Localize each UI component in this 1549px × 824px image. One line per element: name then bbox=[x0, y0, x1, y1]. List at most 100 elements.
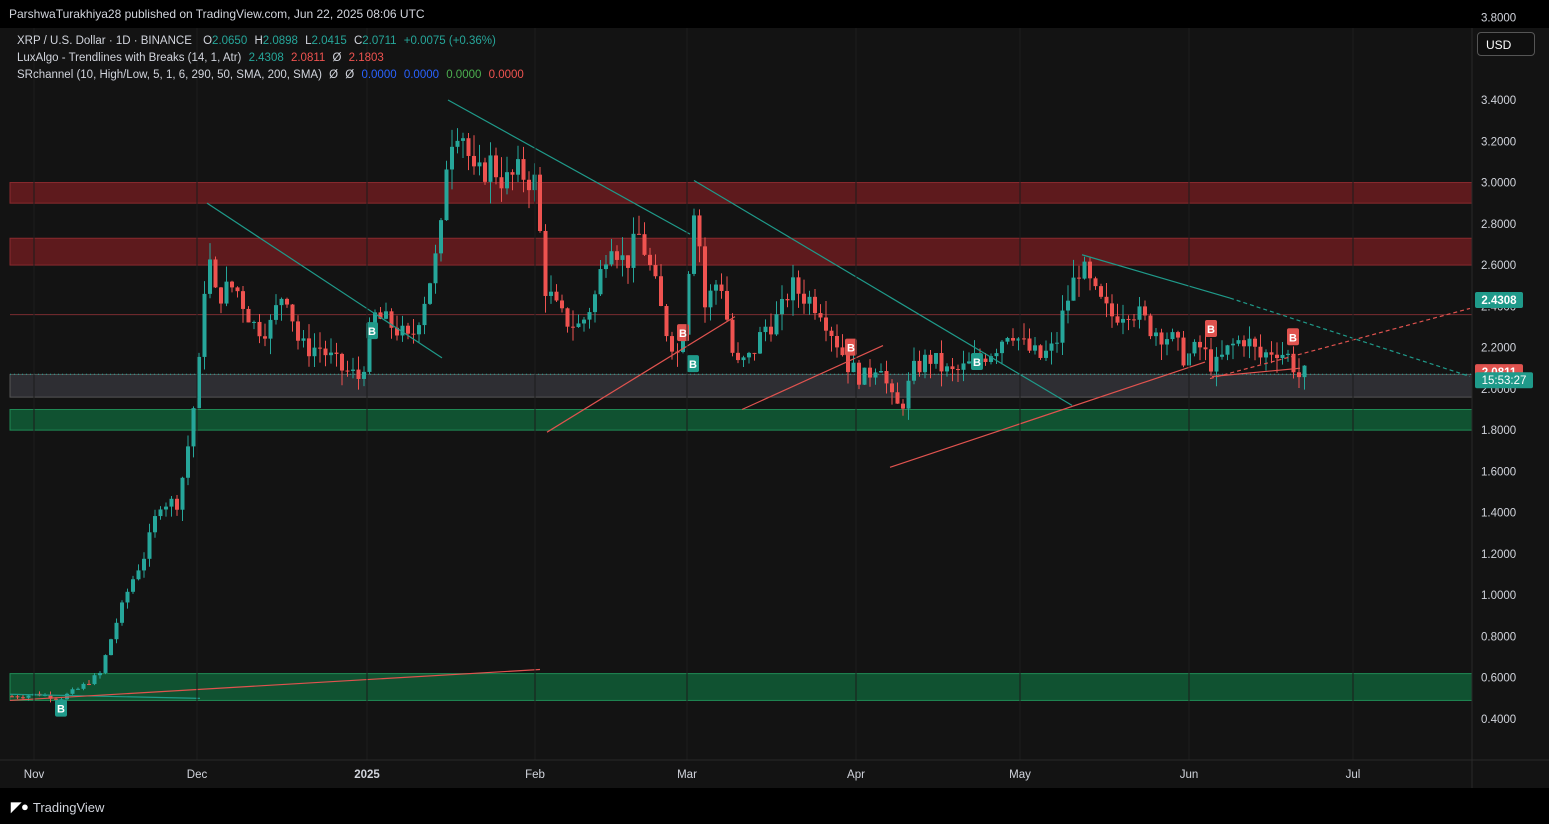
candle-body bbox=[1181, 337, 1186, 366]
candle-body bbox=[180, 477, 185, 510]
candle-body bbox=[301, 338, 306, 341]
candle-body bbox=[824, 317, 828, 331]
candle-body bbox=[1291, 353, 1296, 373]
break-label-badge bbox=[55, 699, 67, 717]
candle-body bbox=[653, 265, 658, 277]
candle-body bbox=[461, 138, 465, 141]
trendline-up-projected bbox=[1209, 307, 1471, 380]
candle-body bbox=[857, 362, 861, 385]
candle-body bbox=[1082, 261, 1087, 279]
candle-body bbox=[1214, 356, 1219, 372]
candle-body bbox=[983, 358, 988, 362]
candle-body bbox=[136, 570, 141, 580]
candle-body bbox=[1071, 277, 1076, 301]
candle-body bbox=[92, 675, 97, 685]
candle-body bbox=[659, 276, 663, 307]
candle-body bbox=[428, 283, 432, 304]
tradingview-logo[interactable]: ◤● TradingView bbox=[11, 799, 104, 815]
candle-body bbox=[417, 325, 421, 335]
candle-body bbox=[389, 311, 394, 328]
candle-body bbox=[345, 370, 350, 372]
trendline-down bbox=[693, 179, 1073, 406]
candle-body bbox=[455, 140, 460, 147]
y-tick-label: 2.8000 bbox=[1481, 219, 1516, 231]
candle-body bbox=[114, 622, 119, 640]
candle-body bbox=[1258, 346, 1263, 358]
candle-body bbox=[444, 169, 449, 221]
candle-body bbox=[81, 683, 86, 689]
candle-body bbox=[917, 360, 922, 373]
candle-body bbox=[186, 446, 190, 478]
candle-body bbox=[637, 233, 641, 235]
candle-body bbox=[1264, 352, 1268, 358]
price-tag-upper-bg bbox=[1475, 291, 1523, 308]
candle-body bbox=[1170, 332, 1175, 340]
y-tick-label: 2.6000 bbox=[1481, 260, 1516, 272]
candle-body bbox=[703, 246, 707, 308]
candle-body bbox=[901, 403, 905, 409]
publisher-line: ParshwaTurakhiya28 published on TradingV… bbox=[9, 7, 425, 21]
candle-body bbox=[1060, 310, 1065, 343]
candle-body bbox=[615, 251, 619, 260]
candle-body bbox=[488, 155, 493, 182]
currency-button[interactable]: USD bbox=[1477, 32, 1535, 56]
candle-body bbox=[323, 348, 328, 356]
candle-body bbox=[483, 162, 487, 182]
candle-body bbox=[769, 326, 773, 335]
candle-body bbox=[1203, 347, 1208, 350]
break-label-badge bbox=[366, 322, 378, 340]
x-tick-label: May bbox=[1009, 769, 1031, 781]
candle-body bbox=[598, 269, 603, 295]
candle-body bbox=[829, 330, 834, 337]
candle-body bbox=[290, 304, 295, 322]
candle-body bbox=[1137, 306, 1142, 320]
candle-body bbox=[560, 300, 564, 309]
chart-panel[interactable] bbox=[0, 28, 1549, 788]
candle-body bbox=[527, 179, 531, 191]
candle-body bbox=[758, 332, 762, 354]
candle-body bbox=[70, 689, 75, 694]
candle-body bbox=[1269, 352, 1274, 355]
candle-body bbox=[1115, 316, 1120, 323]
candle-body bbox=[785, 299, 790, 301]
candle-body bbox=[565, 308, 570, 327]
candle-body bbox=[439, 220, 443, 254]
candle-body bbox=[846, 355, 850, 373]
candle-body bbox=[279, 298, 284, 306]
candle-body bbox=[989, 356, 993, 362]
candle-body bbox=[763, 326, 768, 333]
candle-body bbox=[752, 352, 757, 354]
y-tick-label: 3.2000 bbox=[1481, 136, 1516, 148]
candle-body bbox=[890, 383, 894, 393]
candle-body bbox=[1165, 339, 1169, 345]
candle-body bbox=[571, 326, 575, 328]
trendline-down bbox=[9, 693, 201, 699]
indicator-name-luxalgo[interactable]: LuxAlgo - Trendlines with Breaks (14, 1,… bbox=[17, 52, 242, 64]
countdown-tag: 15:53:27 bbox=[1482, 375, 1527, 387]
candle-body bbox=[967, 361, 971, 364]
candle-body bbox=[719, 284, 724, 291]
candle-body bbox=[120, 602, 124, 623]
x-tick-label: 2025 bbox=[354, 769, 380, 781]
candle-body bbox=[1209, 349, 1213, 372]
x-tick-label: Jul bbox=[1346, 769, 1361, 781]
break-label-text: B bbox=[847, 343, 855, 355]
candle-body bbox=[494, 155, 498, 178]
price-chart[interactable]: B B B B B B B B 3.8000 3.4000 3.2000 3.0000 2.8000 2.… bbox=[0, 0, 1549, 788]
candle-body bbox=[362, 371, 366, 379]
y-tick-label: 0.4000 bbox=[1481, 714, 1516, 726]
candle-body bbox=[620, 255, 625, 260]
candle-body bbox=[109, 639, 113, 656]
candle-body bbox=[98, 672, 102, 676]
candle-body bbox=[307, 338, 311, 357]
symbol-title[interactable]: XRP / U.S. Dollar · 1D · BINANCE bbox=[17, 35, 192, 47]
candle-body bbox=[15, 696, 20, 698]
candle-body bbox=[708, 290, 713, 308]
candle-body bbox=[692, 215, 696, 274]
candle-body bbox=[939, 352, 944, 372]
candle-body bbox=[884, 370, 889, 384]
candle-body bbox=[604, 264, 608, 270]
zone-resistance bbox=[9, 237, 1473, 266]
indicator-name-srchannel[interactable]: SRchannel (10, High/Low, 5, 1, 6, 290, 5… bbox=[17, 69, 322, 81]
candle-body bbox=[1110, 303, 1114, 317]
